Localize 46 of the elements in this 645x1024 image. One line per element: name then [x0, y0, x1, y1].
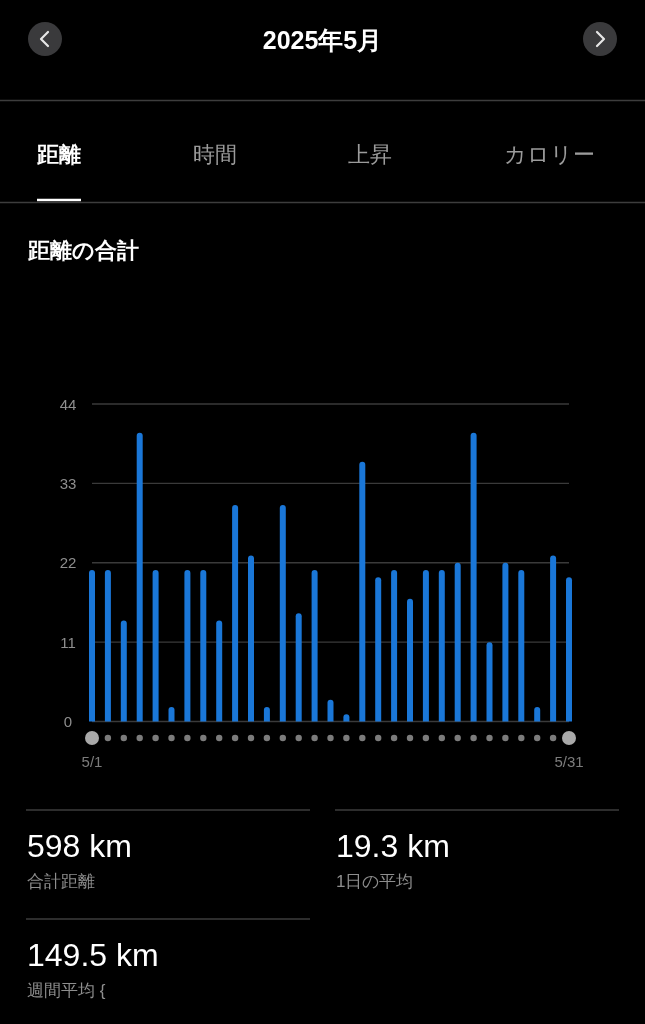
- bar: [438, 569, 445, 722]
- bar: [566, 577, 572, 722]
- x-tick-label: 5/31: [554, 753, 584, 770]
- y-tick-label: 44: [59, 395, 77, 413]
- bar: [232, 505, 239, 722]
- x-tick-label: 5/1: [81, 753, 103, 770]
- text: 週間平均 {: [27, 981, 106, 1000]
- bar: [136, 432, 143, 722]
- bar: [327, 699, 334, 722]
- bar: [216, 620, 223, 722]
- y-tick-label: 22: [59, 554, 77, 572]
- bar: [486, 642, 493, 722]
- text: 時間: [192, 142, 237, 167]
- y-tick-label: 11: [60, 633, 76, 651]
- text: 上昇: [348, 142, 393, 167]
- bar: [375, 577, 382, 722]
- bar: [518, 569, 525, 722]
- bar: [470, 432, 477, 722]
- text: 合計距離: [27, 872, 95, 891]
- bar: [152, 569, 159, 722]
- bar: [454, 562, 461, 722]
- bar: [311, 569, 318, 722]
- bar: [184, 569, 191, 722]
- text: 19.3 km: [336, 828, 450, 864]
- text: 1日の平均: [336, 872, 414, 891]
- text: カロリー: [504, 142, 595, 167]
- bar: [200, 569, 207, 722]
- bar: [502, 562, 509, 722]
- bar: [359, 461, 366, 722]
- y-tick-label: 33: [59, 474, 77, 492]
- bar: [295, 613, 302, 722]
- bar: [391, 569, 398, 722]
- text: 149.5 km: [27, 937, 159, 973]
- bar: [89, 569, 95, 722]
- text: 距離: [36, 142, 81, 167]
- bar: [104, 569, 111, 722]
- y-tick-label: 0: [63, 713, 73, 730]
- chart-title: 距離の合計: [27, 238, 139, 263]
- bar: [422, 569, 429, 722]
- text: 2025年5月: [262, 26, 383, 54]
- bar: [248, 555, 254, 722]
- bar: [120, 620, 127, 722]
- bar: [407, 598, 413, 722]
- text: 598 km: [27, 828, 132, 864]
- bar: [550, 555, 557, 722]
- bar: [279, 505, 286, 722]
